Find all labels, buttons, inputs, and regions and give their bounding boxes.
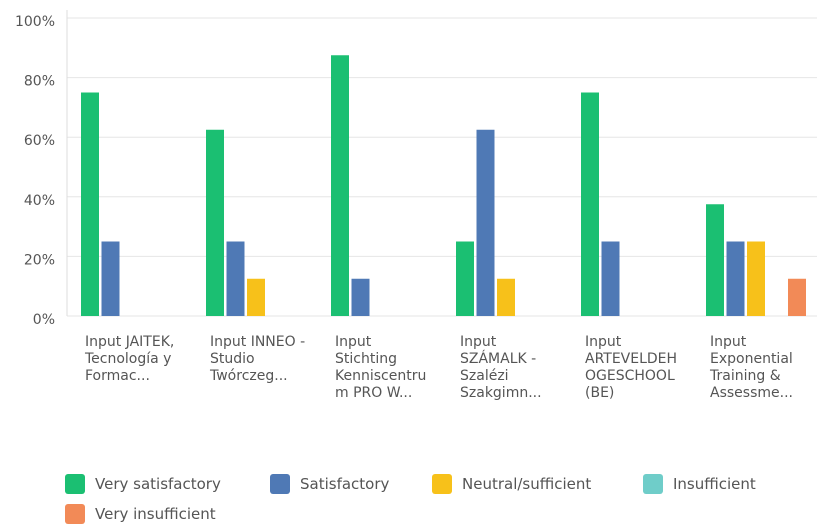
bar (788, 278, 806, 316)
x-tick-label: Input Exponential Training & Assessme... (710, 334, 793, 401)
legend-swatch (65, 504, 85, 524)
x-tick-label: Input ARTEVELDEHOGESCHOOL (BE) (585, 334, 678, 401)
legend-swatch (643, 474, 663, 494)
bar (581, 92, 599, 316)
legend-item: Insufficient (643, 474, 756, 494)
x-tick-label: Input INNEO - Studio Twórczeg... (210, 334, 306, 384)
legend-item: Satisfactory (270, 474, 389, 494)
legend-swatch (65, 474, 85, 494)
legend-label: Neutral/sufficient (462, 475, 592, 493)
bar (206, 129, 224, 316)
bar (497, 278, 515, 316)
bar (351, 278, 370, 316)
bar (101, 241, 120, 316)
y-tick-label: 0% (33, 312, 55, 328)
legend-label: Very insufficient (95, 505, 216, 523)
legend-item: Neutral/sufficient (432, 474, 591, 494)
legend-label: Very satisfactory (95, 475, 221, 493)
bar (706, 204, 724, 316)
legend-item: Very satisfactory (65, 474, 221, 494)
x-tick-label: Input Stichting Kenniscentrum PRO W... (335, 334, 427, 401)
bar (226, 241, 245, 316)
bar (247, 278, 265, 316)
plot: 0% 20% 40% 60% 80% 100% (15, 10, 817, 328)
bar (81, 92, 99, 316)
bar (456, 241, 474, 316)
bar (726, 241, 745, 316)
bar (747, 241, 765, 316)
y-tick-label: 40% (24, 193, 55, 209)
bar (601, 241, 620, 316)
legend-swatch (432, 474, 452, 494)
y-tick-label: 100% (15, 14, 55, 30)
legend-swatch (270, 474, 290, 494)
y-tick-label: 60% (24, 133, 55, 149)
legend-label: Insufficient (673, 475, 756, 493)
y-tick-label: 80% (24, 74, 55, 90)
y-tick-label: 20% (24, 252, 55, 268)
bar (331, 55, 349, 316)
legend-item: Very insufficient (65, 504, 216, 524)
x-tick-label: Input JAITEK, Tecnología y Formac... (85, 334, 175, 384)
bar (476, 129, 495, 316)
x-tick-label: Input SZÁMALK - Szalézi Szakgimn... (460, 334, 542, 401)
legend-label: Satisfactory (300, 475, 390, 493)
